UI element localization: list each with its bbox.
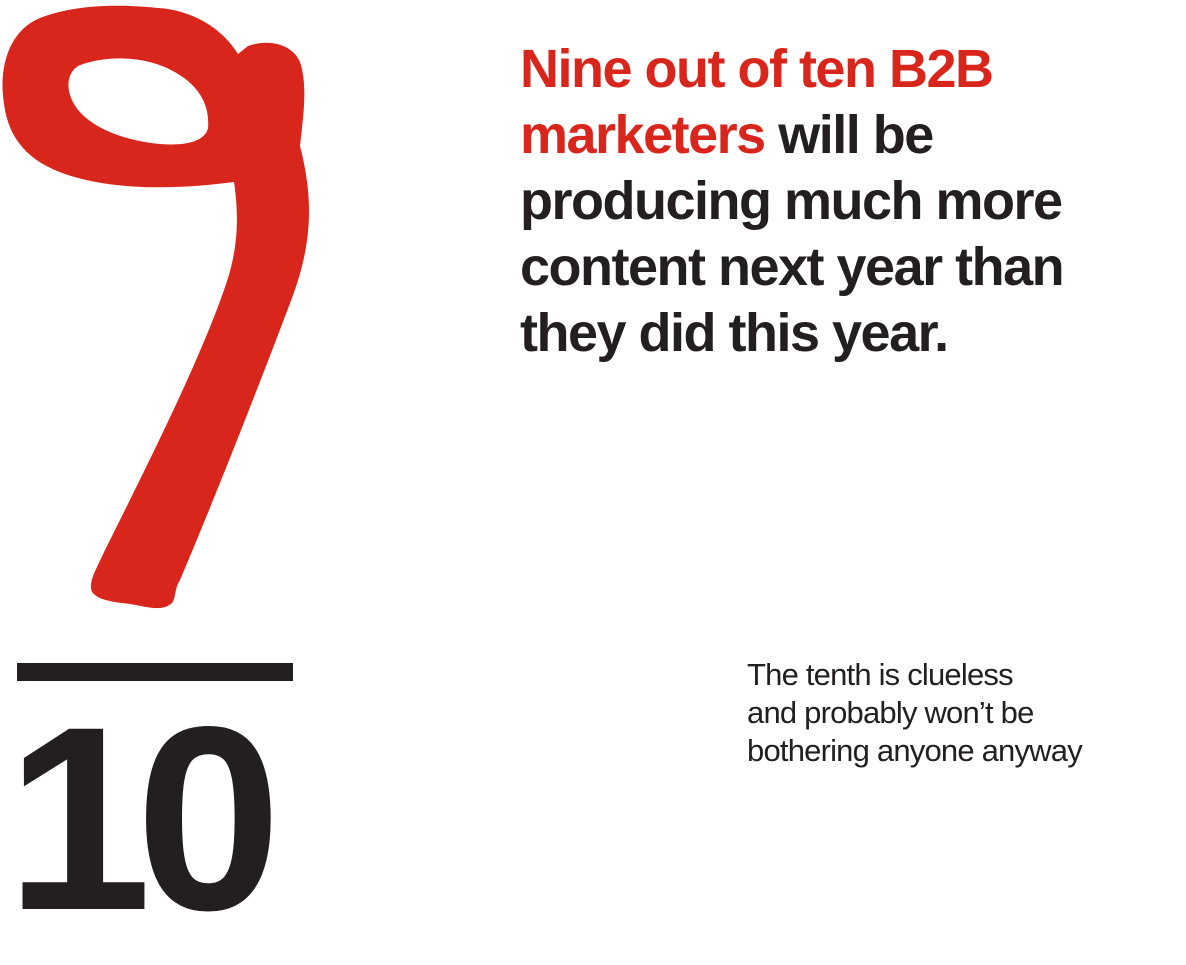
- headline: Nine out of ten B2B marketers will be pr…: [520, 36, 1186, 366]
- denominator-ten: 10: [6, 672, 281, 965]
- headline-highlight: Nine out of ten B2B: [520, 39, 994, 99]
- hand-drawn-nine: [2, 5, 310, 609]
- headline-line-1: Nine out of ten B2B: [520, 36, 1186, 102]
- headline-text: content next year than: [520, 237, 1065, 297]
- headline-line-5: they did this year.: [520, 300, 1186, 366]
- headline-highlight: marketers: [520, 105, 766, 165]
- aside-line-3: bothering anyone anyway: [747, 733, 1083, 768]
- headline-text: they did this year.: [520, 303, 949, 363]
- aside-note: The tenth is clueless and probably won’t…: [747, 656, 1186, 770]
- headline-line-3: producing much more: [520, 168, 1186, 234]
- headline-text: will be: [764, 105, 934, 165]
- headline-line-2: marketers will be: [520, 102, 1186, 168]
- headline-text: producing much more: [520, 171, 1063, 231]
- aside-line-1: The tenth is clueless: [747, 657, 1014, 692]
- nine-brush-stroke: [2, 5, 310, 609]
- fraction-bar: [17, 663, 293, 681]
- headline-line-4: content next year than: [520, 234, 1186, 300]
- fraction-bar-line: [17, 663, 293, 681]
- aside-line-2: and probably won’t be: [747, 695, 1034, 730]
